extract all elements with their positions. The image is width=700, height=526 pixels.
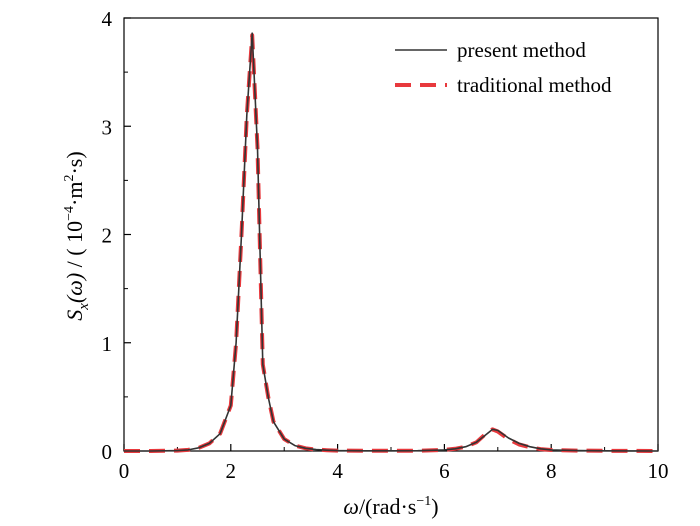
x-tick-label: 4 xyxy=(332,459,343,483)
x-tick-label: 2 xyxy=(226,459,237,483)
y-tick-label: 2 xyxy=(102,224,113,248)
y-axis-label: Sx(ω) / ( 10−4·m2·s) xyxy=(62,151,92,320)
x-tick-label: 10 xyxy=(648,459,669,483)
legend-label-present-method: present method xyxy=(457,38,586,62)
y-tick-label: 3 xyxy=(102,115,113,139)
y-tick-label: 1 xyxy=(102,332,113,356)
x-tick-label: 0 xyxy=(119,459,130,483)
tick-labels: 0 2 4 6 8 10 0 1 2 3 4 xyxy=(102,7,669,483)
legend: present method traditional method xyxy=(395,38,612,97)
series-line-present-method xyxy=(124,32,659,452)
x-tick-label: 6 xyxy=(439,459,450,483)
y-tick-label: 0 xyxy=(102,440,113,464)
x-tick-label: 8 xyxy=(546,459,557,483)
series-lines xyxy=(124,32,659,453)
series-line-traditional-method xyxy=(124,33,659,453)
y-tick-label: 4 xyxy=(102,7,113,31)
x-axis-label: ω/(rad·s−1) xyxy=(343,494,438,519)
legend-label-traditional-method: traditional method xyxy=(457,73,612,97)
